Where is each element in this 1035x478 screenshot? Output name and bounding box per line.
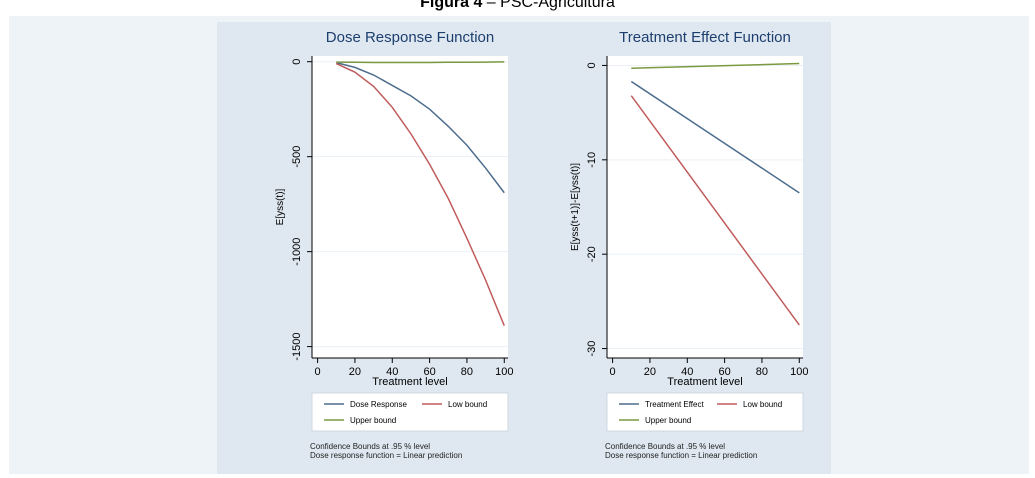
y-tick-label: -500 <box>291 146 303 168</box>
chart-title: Treatment Effect Function <box>619 29 791 46</box>
figure-label: Figura 4 <box>420 0 483 11</box>
y-tick-label: -30 <box>586 341 598 357</box>
series-line-dose-response <box>336 61 505 194</box>
y-axis-label: E[yss(t)] <box>275 188 286 225</box>
x-tick-label: 20 <box>644 366 656 378</box>
plot-background <box>607 56 803 358</box>
chart-note: Confidence Bounds at .95 % level <box>310 442 430 451</box>
y-tick-label: 0 <box>586 62 598 68</box>
y-axis-label: E[yss(t+1)]-E[yss(t)] <box>570 163 581 251</box>
x-tick-label: 0 <box>610 366 616 378</box>
legend-label: Low bound <box>743 400 782 409</box>
series-line-low-bound <box>335 62 505 326</box>
series-line-low-bound <box>630 95 800 326</box>
x-axis-label: Treatment level <box>667 376 742 388</box>
series-line-upper-bound <box>336 61 505 64</box>
x-axis-label: Treatment level <box>372 376 447 388</box>
y-tick-label: -20 <box>586 246 598 262</box>
x-tick-label: 60 <box>718 366 730 378</box>
figure-title: Figura 4 – PSC-Agricultura <box>0 0 1035 12</box>
legend-box <box>311 392 509 432</box>
y-tick-label: -1500 <box>291 333 303 361</box>
y-tick-label: 0 <box>291 59 303 65</box>
x-tick-label: 100 <box>495 366 513 378</box>
chart-note: Dose response function = Linear predicti… <box>310 451 462 460</box>
legend-label: Low bound <box>448 400 487 409</box>
legend-box <box>606 392 804 432</box>
x-tick-label: 40 <box>386 366 398 378</box>
dose-response-chart: Dose Response Function 0 -500 -1000 -1500 0 20… <box>275 29 513 460</box>
x-tick-label: 0 <box>315 366 321 378</box>
legend-label: Upper bound <box>350 416 396 425</box>
x-tick-label: 80 <box>461 366 473 378</box>
x-tick-label: 40 <box>681 366 693 378</box>
x-tick-label: 60 <box>423 366 435 378</box>
y-tick-label: -10 <box>586 152 598 168</box>
chart-title: Dose Response Function <box>326 29 494 46</box>
treatment-effect-chart: Treatment Effect Function 0 -10 -20 -30 0 20 40… <box>570 29 808 460</box>
series-line-treatment-effect <box>630 80 800 194</box>
chart-note: Confidence Bounds at .95 % level <box>605 442 725 451</box>
x-tick-label: 100 <box>790 366 808 378</box>
figure-caption: – PSC-Agricultura <box>482 0 615 11</box>
plot-background <box>312 56 508 358</box>
x-tick-label: 20 <box>349 366 361 378</box>
legend-label: Treatment Effect <box>645 400 704 409</box>
y-tick-label: -1000 <box>291 238 303 266</box>
series-line-upper-bound <box>631 62 800 70</box>
chart-note: Dose response function = Linear predicti… <box>605 451 757 460</box>
x-tick-label: 80 <box>756 366 768 378</box>
legend-label: Upper bound <box>645 416 691 425</box>
legend-label: Dose Response <box>350 400 407 409</box>
